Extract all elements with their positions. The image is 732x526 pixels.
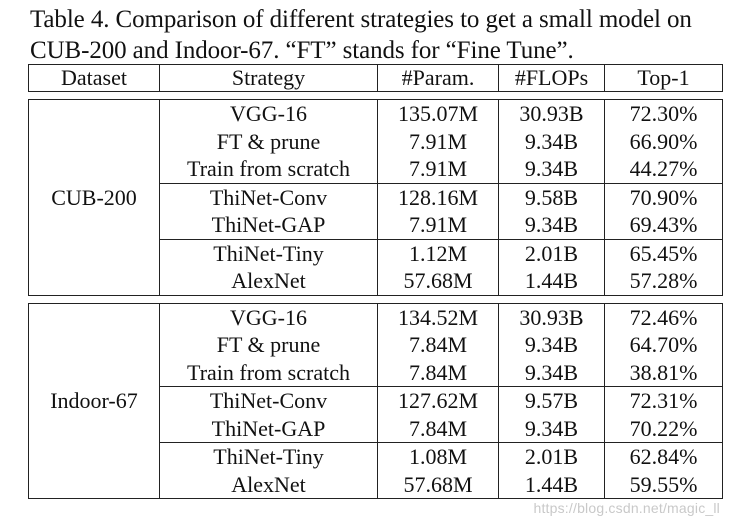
spacer-cell <box>29 295 723 303</box>
table-row: FT & prune 7.84M 9.34B 64.70% <box>29 331 723 359</box>
top1-cell: 62.84% <box>604 442 723 471</box>
section-spacer <box>29 295 723 303</box>
dataset-cell: CUB-200 <box>28 99 160 296</box>
table-header-row: Dataset Strategy #Param. #FLOPs Top-1 <box>28 64 723 92</box>
table-row: ThiNet-GAP 7.84M 9.34B 70.22% <box>29 414 723 443</box>
table-row: ThiNet-Tiny 1.12M 2.01B 65.45% <box>29 238 723 267</box>
strategy-cell: ThiNet-Conv <box>159 386 378 415</box>
strategy-cell: Train from scratch <box>159 155 378 183</box>
top1-cell: 66.90% <box>604 127 723 155</box>
params-cell: 7.84M <box>377 331 499 359</box>
top1-cell: 38.81% <box>604 358 723 387</box>
table-row: ThiNet-GAP 7.91M 9.34B 69.43% <box>29 211 723 239</box>
top1-cell: 69.43% <box>604 211 723 239</box>
strategy-cell: ThiNet-GAP <box>159 414 378 443</box>
flops-cell: 9.58B <box>498 182 605 211</box>
params-cell: 127.62M <box>377 386 499 415</box>
strategy-cell: VGG-16 <box>159 99 378 128</box>
flops-cell: 1.44B <box>498 267 605 296</box>
params-cell: 7.84M <box>377 414 499 443</box>
header-top1: Top-1 <box>604 64 723 92</box>
params-cell: 7.91M <box>377 155 499 183</box>
top1-cell: 59.55% <box>604 470 723 499</box>
flops-cell: 9.57B <box>498 386 605 415</box>
strategy-cell: ThiNet-Tiny <box>159 238 378 267</box>
table-body: CUB-200 VGG-16 135.07M 30.93B 72.30% FT & pru… <box>28 92 723 499</box>
top1-cell: 70.22% <box>604 414 723 443</box>
strategy-cell: FT & prune <box>159 127 378 155</box>
table-row: Train from scratch 7.84M 9.34B 38.81% <box>29 358 723 387</box>
strategy-cell: ThiNet-GAP <box>159 211 378 239</box>
params-cell: 57.68M <box>377 267 499 296</box>
flops-cell: 30.93B <box>498 302 605 331</box>
params-cell: 7.84M <box>377 358 499 387</box>
caption-line-1: Table 4. Comparison of different strateg… <box>30 6 692 33</box>
table-row: AlexNet 57.68M 1.44B 59.55% <box>29 470 723 499</box>
flops-cell: 9.34B <box>498 358 605 387</box>
header-dataset: Dataset <box>28 64 160 92</box>
table-row: ThiNet-Conv 128.16M 9.58B 70.90% <box>29 182 723 211</box>
flops-cell: 9.34B <box>498 331 605 359</box>
params-cell: 1.08M <box>377 442 499 471</box>
flops-cell: 1.44B <box>498 470 605 499</box>
header-flops: #FLOPs <box>498 64 605 92</box>
params-cell: 1.12M <box>377 238 499 267</box>
table-row: Indoor-67 VGG-16 134.52M 30.93B 72.46% <box>28 302 723 499</box>
strategy-cell: Train from scratch <box>159 358 378 387</box>
strategy-cell: AlexNet <box>159 470 378 499</box>
params-cell: 135.07M <box>377 99 499 128</box>
strategy-cell: ThiNet-Tiny <box>159 442 378 471</box>
params-cell: 57.68M <box>377 470 499 499</box>
strategy-cell: VGG-16 <box>159 302 378 331</box>
table-row: FT & prune 7.91M 9.34B 66.90% <box>29 127 723 155</box>
table-row: CUB-200 VGG-16 135.07M 30.93B 72.30% <box>28 99 723 296</box>
table-row: AlexNet 57.68M 1.44B 57.28% <box>29 267 723 296</box>
strategy-cell: FT & prune <box>159 331 378 359</box>
top1-cell: 64.70% <box>604 331 723 359</box>
flops-cell: 2.01B <box>498 238 605 267</box>
params-cell: 134.52M <box>377 302 499 331</box>
table-caption: Table 4. Comparison of different strateg… <box>30 4 730 66</box>
section-spacer <box>29 92 723 100</box>
flops-cell: 9.34B <box>498 155 605 183</box>
dataset-cell: Indoor-67 <box>28 302 160 499</box>
spacer-cell <box>29 92 723 100</box>
top1-cell: 70.90% <box>604 182 723 211</box>
table-row: Train from scratch 7.91M 9.34B 44.27% <box>29 155 723 183</box>
top1-cell: 44.27% <box>604 155 723 183</box>
flops-cell: 30.93B <box>498 99 605 128</box>
header-params: #Param. <box>377 64 499 92</box>
top1-cell: 72.46% <box>604 302 723 331</box>
flops-cell: 9.34B <box>498 127 605 155</box>
params-cell: 128.16M <box>377 182 499 211</box>
params-cell: 7.91M <box>377 127 499 155</box>
flops-cell: 9.34B <box>498 414 605 443</box>
comparison-table: Dataset Strategy #Param. #FLOPs Top-1 CU… <box>28 64 723 499</box>
top1-cell: 65.45% <box>604 238 723 267</box>
strategy-cell: ThiNet-Conv <box>159 182 378 211</box>
table-row: ThiNet-Conv 127.62M 9.57B 72.31% <box>29 386 723 415</box>
caption-line-2: CUB-200 and Indoor-67. “FT” stands for “… <box>30 37 574 64</box>
flops-cell: 2.01B <box>498 442 605 471</box>
top1-cell: 72.31% <box>604 386 723 415</box>
top1-cell: 72.30% <box>604 99 723 128</box>
table-row: ThiNet-Tiny 1.08M 2.01B 62.84% <box>29 442 723 471</box>
strategy-cell: AlexNet <box>159 267 378 296</box>
watermark: https://blog.csdn.net/magic_ll <box>533 500 720 516</box>
flops-cell: 9.34B <box>498 211 605 239</box>
header-strategy: Strategy <box>159 64 378 92</box>
params-cell: 7.91M <box>377 211 499 239</box>
top1-cell: 57.28% <box>604 267 723 296</box>
